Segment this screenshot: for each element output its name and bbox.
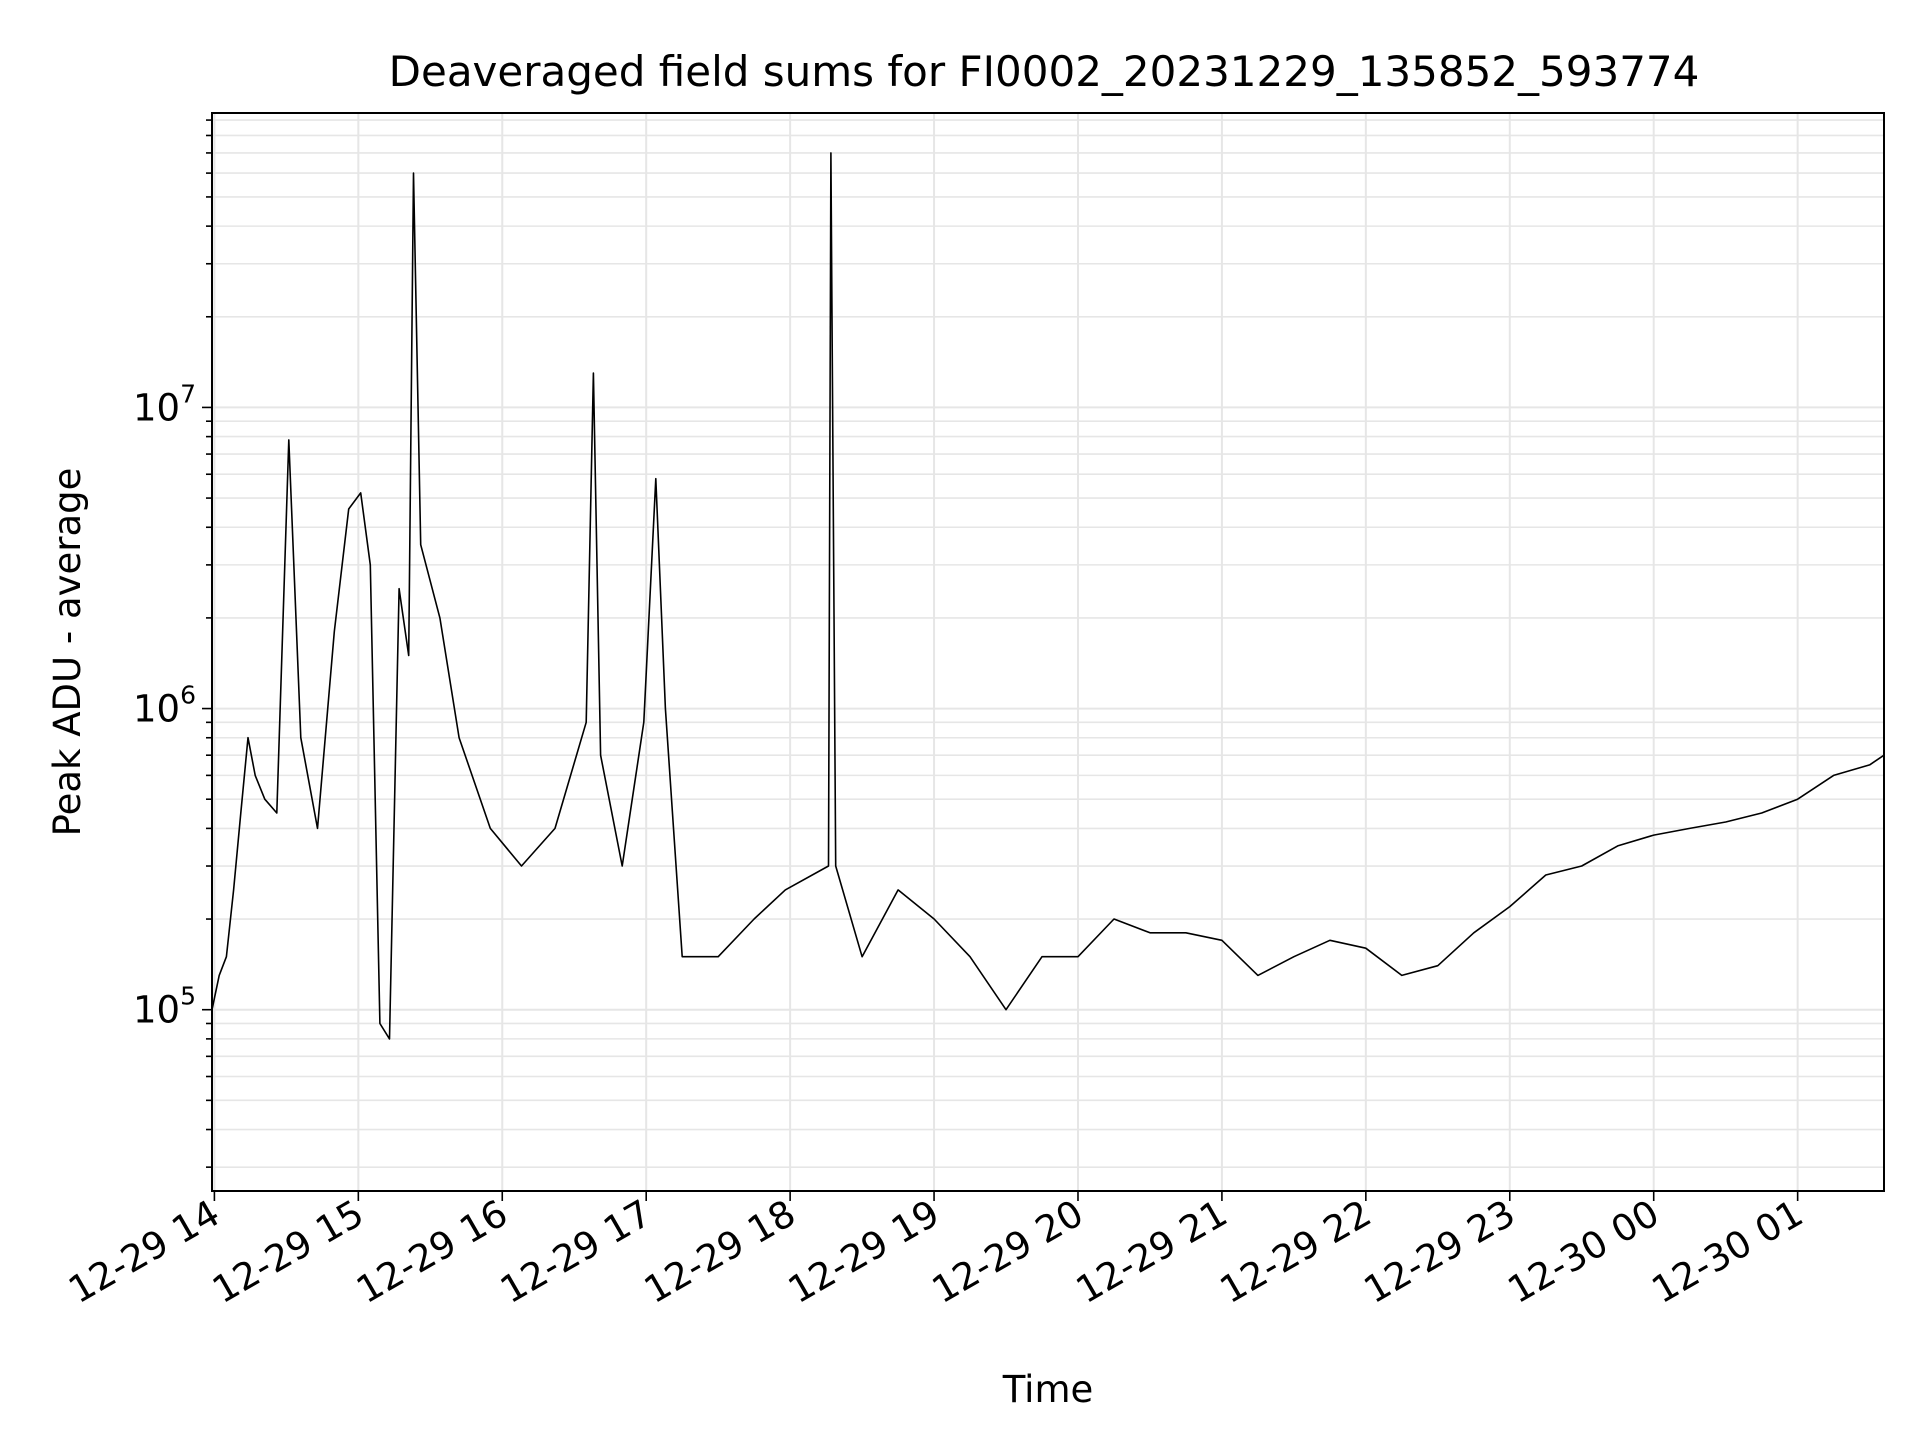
y-tick-label-exponent: 5 (180, 982, 196, 1011)
y-tick-label-exponent: 6 (180, 681, 196, 710)
grid-minor (212, 119, 1884, 1168)
y-tick-label-base: 10 (133, 989, 180, 1032)
series-line (211, 152, 1885, 1040)
y-tick-label-base: 10 (133, 688, 180, 731)
y-tick-label: 106 (133, 681, 196, 731)
plot-area (211, 112, 1885, 1192)
series-layer (211, 152, 1885, 1040)
y-tick-label: 105 (133, 982, 196, 1032)
x-axis-label: Time (1002, 1368, 1094, 1411)
grid-major (212, 113, 1884, 1191)
y-axis-label: Peak ADU - average (46, 468, 89, 837)
y-tick-label-base: 10 (133, 386, 180, 429)
y-tick-label: 107 (133, 379, 196, 429)
chart-title: Deaveraged field sums for FI0002_2023122… (389, 47, 1700, 96)
y-tick-label-exponent: 7 (180, 379, 196, 408)
